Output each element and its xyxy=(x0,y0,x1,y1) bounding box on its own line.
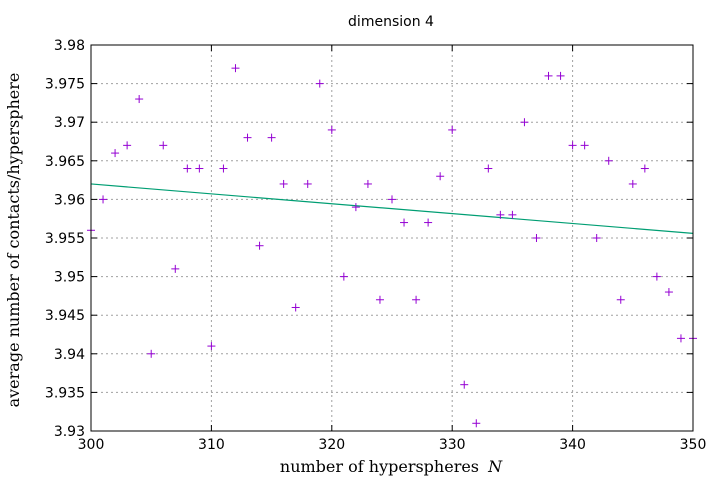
data-point xyxy=(592,234,601,242)
fit-line xyxy=(90,183,694,234)
x-axis-label-text: number of hyperspheres xyxy=(280,457,479,476)
x-axis-label: number of hyperspheres N xyxy=(280,457,503,476)
data-point xyxy=(676,334,685,343)
data-point xyxy=(664,288,673,297)
data-point xyxy=(496,210,505,219)
y-tick-label: 3.975 xyxy=(45,77,85,93)
data-point xyxy=(412,295,421,304)
data-point xyxy=(484,164,493,173)
x-tick-label: 300 xyxy=(78,437,105,453)
data-points xyxy=(87,64,697,428)
y-tick-labels: 3.93 3.935 3.94 3.945 3.95 3.955 3.96 3.965 3.97… xyxy=(45,38,85,440)
x-tick-label: 320 xyxy=(318,437,345,453)
y-tick-label: 3.96 xyxy=(54,192,85,208)
y-tick-label: 3.98 xyxy=(54,38,85,54)
x-tick-label: 330 xyxy=(439,437,466,453)
data-point xyxy=(231,64,240,73)
grid xyxy=(91,45,693,431)
x-tick-labels: 300 310 320 330 340 350 xyxy=(78,437,707,453)
y-tick-label: 3.955 xyxy=(45,231,85,247)
data-point xyxy=(267,133,276,142)
data-point xyxy=(556,71,565,80)
data-point xyxy=(171,264,180,273)
data-point xyxy=(327,125,336,134)
data-point xyxy=(460,380,469,389)
data-point xyxy=(544,71,553,80)
chart-title: dimension 4 xyxy=(348,14,434,30)
data-point xyxy=(400,218,409,227)
data-point xyxy=(135,95,144,104)
y-tick-label: 3.94 xyxy=(54,347,85,363)
y-tick-label: 3.95 xyxy=(54,270,85,286)
data-point xyxy=(388,195,396,204)
data-point xyxy=(520,118,529,127)
y-tick-label: 3.97 xyxy=(54,115,85,131)
data-point xyxy=(448,125,457,134)
data-point xyxy=(243,133,252,142)
data-point xyxy=(279,179,288,188)
x-tick-label: 340 xyxy=(559,437,586,453)
data-point xyxy=(195,164,204,173)
data-point xyxy=(652,272,661,281)
data-point xyxy=(219,164,228,173)
data-point xyxy=(183,164,192,173)
x-axis-label-variable: N xyxy=(487,457,503,476)
x-tick-label: 310 xyxy=(198,437,225,453)
data-point xyxy=(436,172,445,181)
data-point xyxy=(351,203,360,212)
data-point xyxy=(640,164,649,173)
data-point xyxy=(99,195,108,204)
data-point xyxy=(508,210,517,219)
data-point xyxy=(375,295,384,304)
data-point xyxy=(207,342,216,351)
data-point xyxy=(580,141,589,150)
x-tick-label: 350 xyxy=(680,437,707,453)
data-point xyxy=(363,179,372,188)
data-point xyxy=(147,349,156,358)
data-point xyxy=(424,218,433,227)
data-point xyxy=(616,295,625,304)
y-tick-label: 3.945 xyxy=(45,308,85,324)
y-axis-label: average number of contacts/hypersphere xyxy=(4,73,23,408)
data-point xyxy=(604,156,613,165)
data-point xyxy=(159,141,168,150)
y-tick-label: 3.935 xyxy=(45,385,85,401)
y-tick-label: 3.965 xyxy=(45,154,85,170)
data-point xyxy=(472,419,481,428)
data-point xyxy=(255,241,264,250)
fit-line-layer xyxy=(90,183,694,234)
data-point xyxy=(628,179,637,188)
data-point xyxy=(339,272,348,281)
data-point xyxy=(291,303,300,312)
data-point xyxy=(303,179,312,188)
data-point xyxy=(123,141,132,150)
data-point xyxy=(532,234,541,242)
ticks xyxy=(90,44,694,432)
data-point xyxy=(315,79,324,88)
data-point xyxy=(568,141,577,150)
data-point xyxy=(111,149,120,158)
y-tick-label: 3.93 xyxy=(54,424,85,440)
